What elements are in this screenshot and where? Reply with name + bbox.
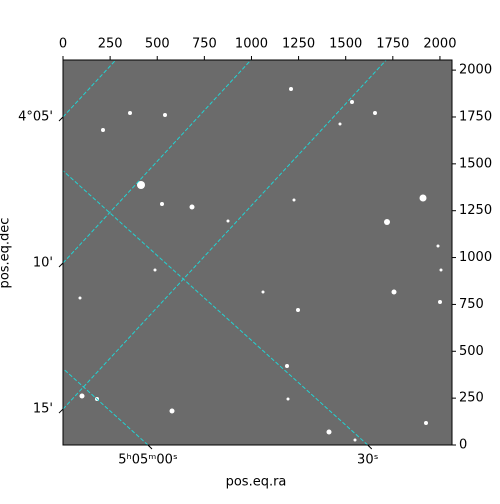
x-tick-label: 500 — [145, 37, 170, 52]
ra-tick — [147, 444, 153, 450]
y-tick-label: 500 — [459, 344, 484, 359]
x-tick-label: 1500 — [329, 37, 362, 52]
grid — [63, 60, 387, 445]
frame — [62, 59, 453, 446]
ra-grid-line — [63, 170, 369, 445]
y-tick-label: 250 — [459, 391, 484, 406]
y-tick-label: 1750 — [459, 109, 492, 124]
x-tick-label: 0 — [59, 37, 67, 52]
dec-tick — [58, 408, 64, 414]
ra-tick-label: 30ˢ — [357, 453, 379, 468]
y-tick-label: 2000 — [459, 63, 492, 78]
ra-tick — [367, 444, 373, 450]
x-tick-label: 1250 — [282, 37, 315, 52]
y-tick-label: 1250 — [459, 203, 492, 218]
stars — [78, 87, 443, 442]
sky-image — [63, 60, 452, 445]
x-axis-label: pos.eq.ra — [226, 475, 287, 490]
y-tick-label: 0 — [459, 438, 467, 453]
dec-tick-label: 4°05' — [18, 109, 53, 124]
dec-tick-label: 15' — [33, 402, 53, 417]
y-tick-label: 750 — [459, 297, 484, 312]
x-tick-label: 1000 — [235, 37, 268, 52]
dec-tick-label: 10' — [33, 256, 53, 271]
x-tick-label: 1750 — [376, 37, 409, 52]
x-tick-label: 2000 — [423, 37, 456, 52]
dec-grid-line — [63, 60, 387, 410]
dec-tick — [58, 116, 64, 122]
dec-tick — [58, 262, 64, 268]
x-tick-label: 250 — [98, 37, 123, 52]
y-axis-label: pos.eq.dec — [0, 218, 13, 289]
dec-grid-line — [63, 60, 252, 264]
y-tick-label: 1500 — [459, 156, 492, 171]
ra-tick-label: 5ʰ05ᵐ00ˢ — [118, 453, 178, 468]
y-tick-label: 1000 — [459, 250, 492, 265]
x-tick-label: 750 — [192, 37, 217, 52]
